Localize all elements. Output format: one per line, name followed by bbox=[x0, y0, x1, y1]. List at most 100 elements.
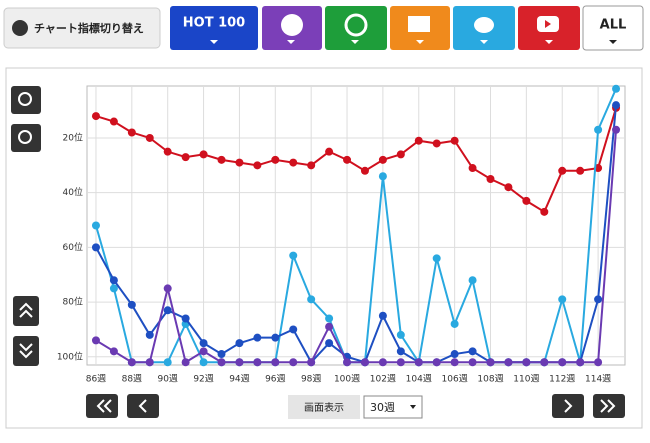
data-point bbox=[612, 125, 621, 134]
data-point bbox=[540, 358, 549, 367]
data-point bbox=[307, 358, 316, 367]
data-point bbox=[109, 117, 118, 126]
data-point bbox=[378, 311, 387, 320]
data-point bbox=[109, 284, 118, 293]
radio-button[interactable] bbox=[325, 6, 387, 50]
next-icon bbox=[564, 399, 573, 413]
zoom-in-button[interactable] bbox=[11, 86, 41, 114]
data-point bbox=[378, 155, 387, 164]
data-point bbox=[145, 358, 154, 367]
period-value: 30週 bbox=[370, 401, 395, 414]
all-button[interactable] bbox=[582, 5, 644, 51]
switch-icon bbox=[12, 20, 28, 36]
prev-button[interactable] bbox=[127, 394, 159, 418]
data-point bbox=[199, 347, 208, 356]
select-arrow bbox=[410, 405, 416, 409]
data-point bbox=[486, 175, 495, 183]
data-point bbox=[558, 166, 567, 175]
data-point bbox=[145, 330, 154, 339]
x-tick-label: 86週 bbox=[86, 374, 106, 385]
x-tick-label: 104週 bbox=[406, 374, 432, 385]
hot100-label: HOT 100 bbox=[183, 16, 245, 31]
lookup-icon bbox=[408, 16, 430, 32]
data-point bbox=[504, 183, 513, 192]
data-point bbox=[450, 358, 459, 367]
scroll-down-icon bbox=[19, 343, 33, 359]
display-label-box bbox=[288, 395, 360, 419]
data-point bbox=[432, 254, 441, 263]
data-point bbox=[253, 358, 262, 367]
data-point bbox=[504, 358, 513, 367]
data-point bbox=[540, 207, 549, 216]
zoom-out-button[interactable] bbox=[11, 124, 41, 152]
data-point bbox=[271, 155, 280, 164]
data-point bbox=[91, 221, 100, 230]
x-tick-label: 96週 bbox=[265, 374, 285, 385]
data-point bbox=[253, 333, 262, 342]
data-point bbox=[235, 339, 244, 348]
data-point bbox=[594, 358, 603, 367]
data-point bbox=[486, 358, 495, 367]
data-point bbox=[432, 139, 441, 148]
data-point bbox=[450, 319, 459, 328]
data-point bbox=[235, 358, 244, 367]
data-point bbox=[558, 358, 567, 367]
data-point bbox=[91, 336, 100, 345]
data-point bbox=[414, 358, 423, 367]
data-point bbox=[307, 295, 316, 304]
x-tick-label: 106週 bbox=[442, 374, 468, 385]
dropdown-arrows bbox=[287, 40, 553, 44]
last-button[interactable] bbox=[593, 394, 625, 418]
next-button[interactable] bbox=[552, 394, 584, 418]
data-point bbox=[343, 358, 352, 367]
data-point bbox=[199, 339, 208, 348]
data-point bbox=[396, 330, 405, 339]
y-tick-label: 80位 bbox=[63, 296, 83, 308]
data-point bbox=[325, 322, 334, 331]
x-tick-label: 90週 bbox=[157, 374, 177, 385]
data-point bbox=[181, 314, 190, 323]
dropdown-arrow bbox=[210, 40, 218, 44]
data-point bbox=[468, 347, 477, 356]
x-tick-label: 114週 bbox=[585, 374, 611, 385]
data-point bbox=[271, 333, 280, 342]
all-label: ALL bbox=[600, 18, 627, 33]
data-point bbox=[325, 339, 334, 348]
hot100-button[interactable] bbox=[170, 6, 258, 50]
data-point bbox=[217, 358, 226, 367]
data-point bbox=[450, 350, 459, 359]
x-tick-label: 94週 bbox=[229, 374, 249, 385]
data-point bbox=[396, 358, 405, 367]
x-tick-label: 102週 bbox=[370, 374, 396, 385]
data-point bbox=[91, 112, 100, 121]
sales-icon bbox=[281, 14, 303, 36]
y-tick-label: 60位 bbox=[63, 241, 83, 253]
data-point bbox=[594, 125, 603, 134]
data-point bbox=[558, 295, 567, 304]
x-tick-label: 112週 bbox=[549, 374, 575, 385]
first-icon bbox=[96, 399, 112, 413]
youtube-play bbox=[545, 20, 551, 28]
data-point bbox=[253, 161, 262, 170]
data-point bbox=[576, 166, 585, 175]
data-point bbox=[289, 358, 298, 367]
data-point bbox=[163, 358, 172, 367]
x-tick-label: 110週 bbox=[513, 374, 539, 385]
y-tick-label: 100位 bbox=[57, 350, 83, 362]
radio-icon bbox=[344, 13, 368, 37]
data-point bbox=[343, 155, 352, 164]
data-point bbox=[522, 196, 531, 205]
period-select[interactable] bbox=[363, 395, 423, 419]
data-point bbox=[127, 128, 136, 137]
twitter-icon bbox=[474, 17, 494, 33]
data-point bbox=[594, 295, 603, 304]
first-button[interactable] bbox=[86, 394, 118, 418]
toolbar-label: チャート指標切り替え bbox=[34, 21, 144, 35]
data-point bbox=[325, 314, 334, 323]
data-point bbox=[522, 358, 531, 367]
data-point bbox=[378, 172, 387, 181]
data-point bbox=[468, 164, 477, 173]
data-point bbox=[307, 161, 316, 170]
data-point bbox=[163, 306, 172, 315]
